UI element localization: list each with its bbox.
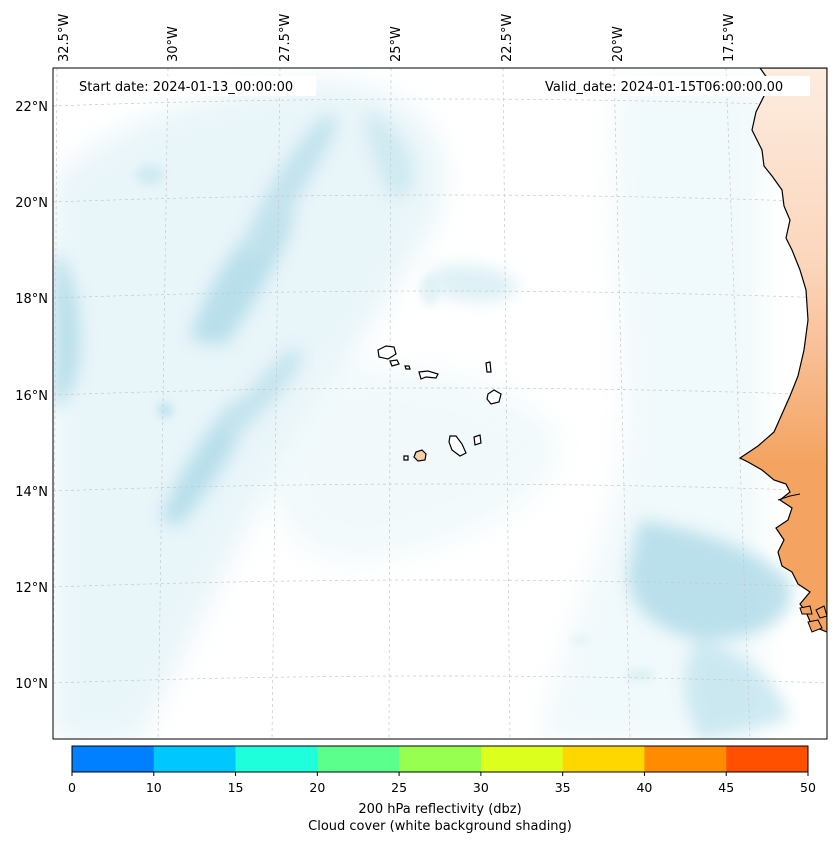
lon-label-25w: 25°W: [389, 26, 404, 62]
map-panel: Start date: 2024-01-13_00:00:00 Valid_da…: [52, 67, 828, 740]
cloud-cell-3: [420, 274, 440, 306]
meridian-17-5w: [725, 68, 751, 739]
meridian-32-5w: [53, 68, 58, 739]
colorbar-swatch: [726, 746, 809, 772]
island-sao-vicente: [389, 359, 400, 367]
parallel-20n: [53, 194, 827, 203]
cloud-band-6: [430, 265, 520, 302]
cloud-cover-shading: [53, 80, 792, 739]
colorbar-tick-label: 45: [718, 780, 734, 795]
cloud-band-2: [240, 115, 336, 260]
lat-label-18n: 18°N: [15, 292, 48, 307]
valid-date-label: Valid_date: 2024-01-15T06:00:00.00: [545, 80, 783, 95]
island-sao-nicolau: [418, 370, 439, 380]
island-sal: [485, 361, 492, 373]
island-fogo: [413, 449, 427, 462]
colorbar-tick-label: 35: [555, 780, 571, 795]
lat-label-22n: 22°N: [15, 100, 48, 115]
gambia-river: [777, 493, 801, 501]
colorbar-tick-label: 0: [68, 780, 76, 795]
cloud-band-southeast: [628, 520, 792, 640]
lon-label-32-5w: 32.5°W: [57, 14, 72, 62]
island-santo-antao: [377, 345, 397, 360]
lon-label-27-5w: 27.5°W: [278, 14, 293, 62]
lon-label-20w: 20°W: [611, 26, 626, 62]
parallel-12n: [53, 579, 827, 588]
colorbar-tick-label: 25: [391, 780, 407, 795]
meridian-27-5w: [271, 68, 281, 739]
cloud-cell-4: [626, 669, 654, 681]
meridian-20w: [613, 68, 631, 739]
west-africa-coast: [738, 68, 827, 633]
island-boa-vista: [486, 389, 502, 405]
lat-label-10n: 10°N: [15, 677, 48, 692]
meridian-25w: [388, 68, 392, 739]
colorbar: 0 10 15 20 25 30 35 40 45 50 200 hPa reflectivity…: [68, 745, 816, 834]
valid-date-box: [538, 76, 810, 96]
colorbar-tick-label: 50: [800, 780, 816, 795]
colorbar-label-line1: 200 hPa reflectivity (dbz): [358, 802, 521, 817]
start-date-label: Start date: 2024-01-13_00:00:00: [79, 80, 293, 95]
colorbar-swatch: [72, 746, 155, 772]
colorbar-swatch: [562, 746, 645, 772]
colorbar-swatch: [317, 746, 400, 772]
island-santa-luzia: [404, 365, 411, 370]
island-brava: [403, 455, 409, 461]
cloud-cell-5: [570, 635, 590, 645]
colorbar-ticks: 0 10 15 20 25 30 35 40 45 50: [68, 772, 816, 795]
cloud-band-5: [366, 110, 413, 198]
parallel-18n: [53, 290, 827, 299]
cloud-cell-2: [157, 402, 173, 418]
lat-label-12n: 12°N: [15, 581, 48, 596]
cloud-haze-central: [274, 367, 560, 562]
colorbar-swatch: [480, 746, 564, 772]
colorbar-tick-label: 40: [636, 780, 652, 795]
lat-label-20n: 20°N: [15, 196, 48, 211]
parallel-10n: [53, 675, 827, 684]
lon-label-22-5w: 22.5°W: [500, 14, 515, 62]
colorbar-swatches: [72, 746, 809, 772]
graticule: [53, 68, 827, 739]
meridian-22-5w: [502, 68, 511, 739]
lat-label-14n: 14°N: [15, 485, 48, 500]
latitude-labels: 22°N 20°N 18°N 16°N 14°N 12°N 10°N: [15, 100, 48, 692]
meridian-30w: [157, 68, 169, 739]
land-mass: [738, 68, 827, 633]
colorbar-swatch: [399, 746, 482, 772]
colorbar-swatch: [153, 746, 237, 772]
cloud-cell-1: [136, 165, 164, 185]
colorbar-swatch: [644, 746, 727, 772]
map-border: [52, 67, 828, 740]
colorbar-swatch: [235, 746, 318, 772]
colorbar-tick-label: 20: [309, 780, 325, 795]
island-santiago: [448, 435, 467, 457]
lat-label-16n: 16°N: [15, 389, 48, 404]
island-maio: [473, 434, 482, 446]
longitude-labels: 32.5°W 30°W 27.5°W 25°W 22.5°W 20°W 17.5…: [57, 14, 737, 62]
colorbar-outline: [71, 745, 809, 773]
bijagos-islands: [799, 605, 827, 633]
cloud-band-west-edge: [53, 250, 80, 410]
parallel-22n: [53, 98, 827, 107]
cloud-band-east-lower: [685, 640, 790, 739]
parallel-16n: [53, 387, 827, 396]
parallel-14n: [53, 483, 827, 492]
colorbar-tick-label: 10: [146, 780, 162, 795]
cape-verde-islands: [377, 345, 502, 462]
colorbar-tick-label: 15: [228, 780, 244, 795]
cloud-band-4: [220, 348, 301, 440]
start-date-box: [72, 76, 316, 96]
colorbar-label-line2: Cloud cover (white background shading): [308, 819, 572, 834]
lon-label-17-5w: 17.5°W: [722, 14, 737, 62]
lon-label-30w: 30°W: [166, 26, 181, 62]
colorbar-tick-label: 30: [473, 780, 489, 795]
